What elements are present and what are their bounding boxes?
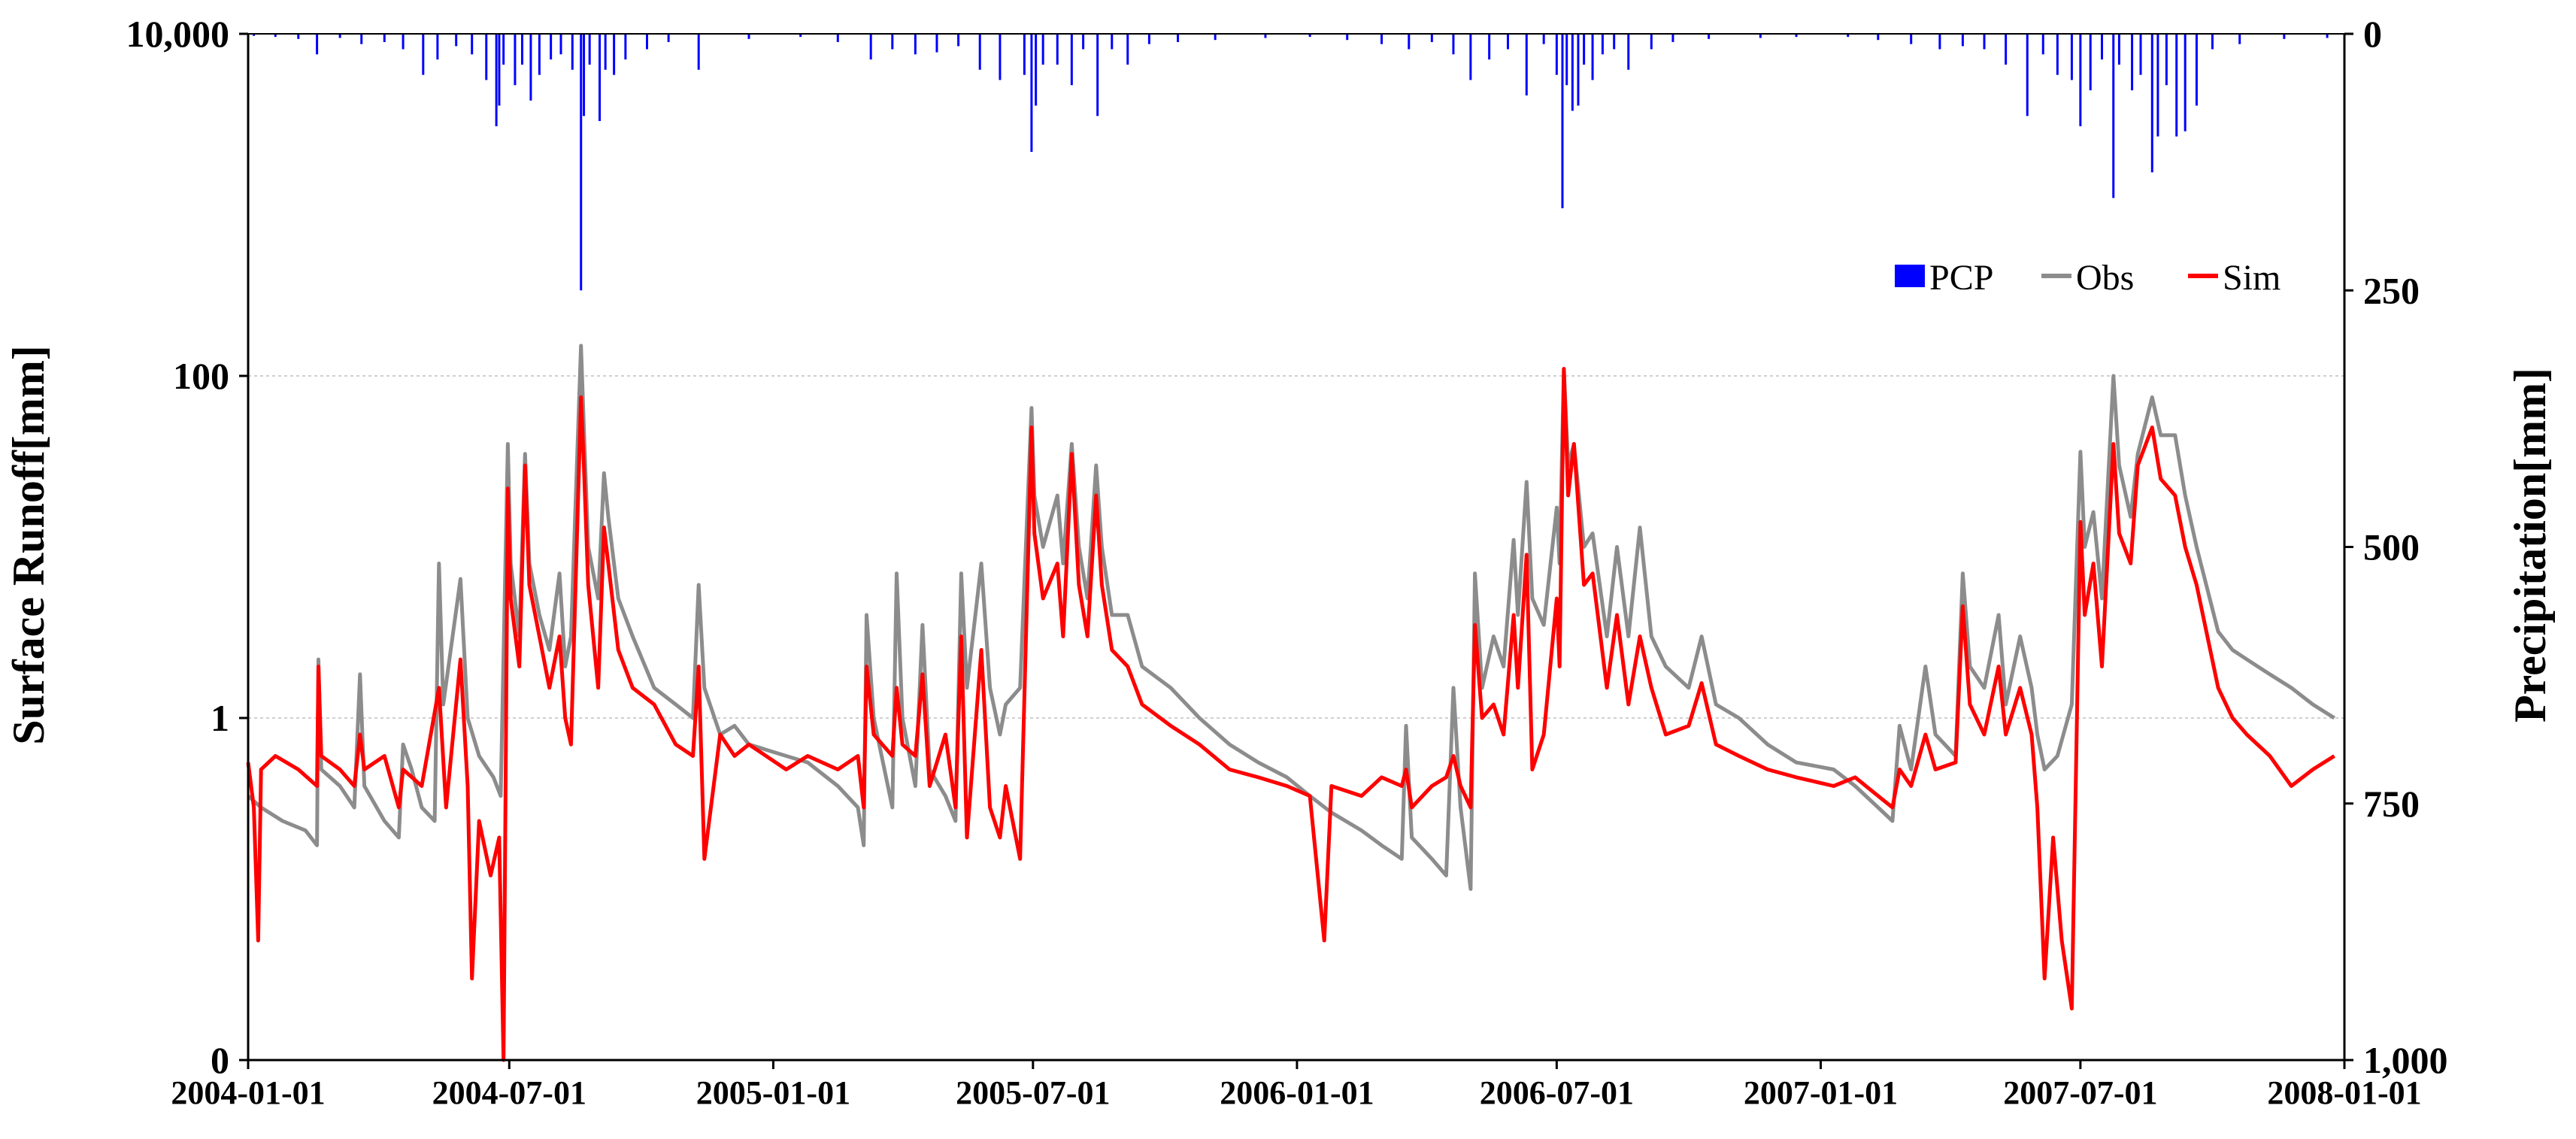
x-tick-label: 2007-07-01 <box>2003 1074 2157 1111</box>
obs-series <box>247 344 2335 891</box>
y2-tick-label: 500 <box>2363 526 2420 568</box>
y-tick-label: 0 <box>211 1039 229 1081</box>
legend-label-pcp: PCP <box>1929 258 1993 298</box>
x-tick-label: 2006-01-01 <box>1220 1074 1374 1111</box>
y2-tick-label: 750 <box>2363 783 2420 825</box>
x-tick-label: 2008-01-01 <box>2267 1074 2421 1111</box>
legend-label-obs: Obs <box>2076 258 2134 298</box>
y-tick-label: 10,000 <box>126 13 230 55</box>
y2-tick-label: 1,000 <box>2363 1039 2448 1081</box>
x-tick-label: 2005-07-01 <box>956 1074 1110 1111</box>
pcp-series <box>253 34 2329 291</box>
y2-tick-label: 0 <box>2363 13 2382 55</box>
obs-line <box>247 344 2335 891</box>
y-tick-label: 100 <box>173 355 229 397</box>
y2-axis-title: Precipitation[mm] <box>2505 368 2555 722</box>
x-tick-label: 2004-07-01 <box>432 1074 586 1111</box>
tick-labels: 0 1 100 10,000 0 250 500 750 1,000 2004-01-01 2004… <box>126 13 2448 1111</box>
x-tick-label: 2006-07-01 <box>1480 1074 1634 1111</box>
legend-swatch-pcp <box>1895 265 1925 287</box>
x-tick-label: 2007-01-01 <box>1744 1074 1898 1111</box>
y-axis-title: Surface Runoff[mm] <box>4 345 53 745</box>
sim-line <box>246 367 2335 1062</box>
x-tick-label: 2005-01-01 <box>696 1074 850 1111</box>
legend-label-sim: Sim <box>2223 258 2281 298</box>
y2-tick-label: 250 <box>2363 269 2420 311</box>
y-tick-label: 1 <box>211 697 229 739</box>
x-tick-label: 2004-01-01 <box>171 1074 325 1111</box>
legend: PCP Obs Sim <box>1895 258 2281 298</box>
sim-series <box>246 367 2335 1062</box>
gridlines <box>248 375 2344 719</box>
